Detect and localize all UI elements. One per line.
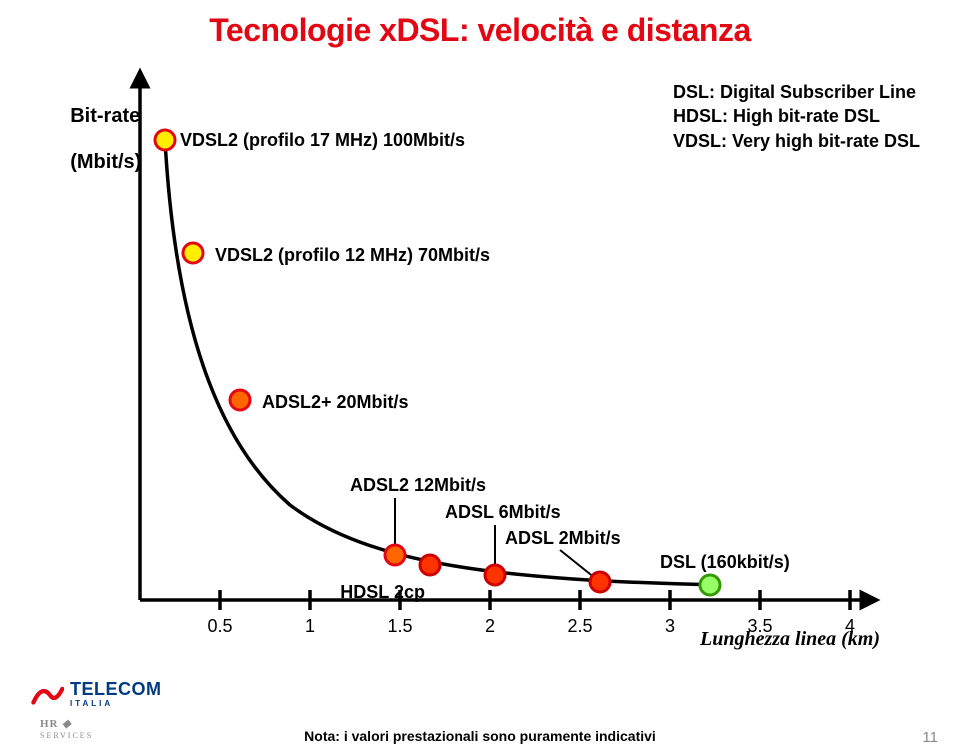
x-tick-4: 2.5 — [567, 616, 592, 637]
x-tick-5: 3 — [665, 616, 675, 637]
label-adsl2plus: ADSL2+ 20Mbit/s — [262, 392, 409, 413]
x-tick-2: 1.5 — [387, 616, 412, 637]
label-vdsl2-12: VDSL2 (profilo 12 MHz) 70Mbit/s — [215, 245, 490, 266]
footnote: Nota: i valori prestazionali sono purame… — [0, 728, 960, 744]
label-hdsl: HDSL 2cp — [340, 582, 425, 603]
label-adsl6: ADSL 6Mbit/s — [445, 502, 561, 523]
telecom-text: TELECOM — [70, 681, 162, 697]
x-tick-0: 0.5 — [207, 616, 232, 637]
page-number: 11 — [922, 729, 938, 746]
chart-container: Tecnologie xDSL: velocità e distanza Bit… — [0, 0, 960, 756]
label-dsl: DSL (160kbit/s) — [660, 552, 790, 573]
x-tick-3: 2 — [485, 616, 495, 637]
telecom-wave-icon — [30, 677, 64, 711]
x-axis-label: Lunghezza linea (km) — [700, 628, 880, 651]
telecom-logo: TELECOM ITALIA — [30, 677, 162, 711]
x-tick-1: 1 — [305, 616, 315, 637]
label-vdsl2-17: VDSL2 (profilo 17 MHz) 100Mbit/s — [180, 130, 465, 151]
label-adsl2m: ADSL 2Mbit/s — [505, 528, 621, 549]
label-adsl2: ADSL2 12Mbit/s — [350, 475, 486, 496]
telecom-sub: ITALIA — [70, 700, 162, 707]
